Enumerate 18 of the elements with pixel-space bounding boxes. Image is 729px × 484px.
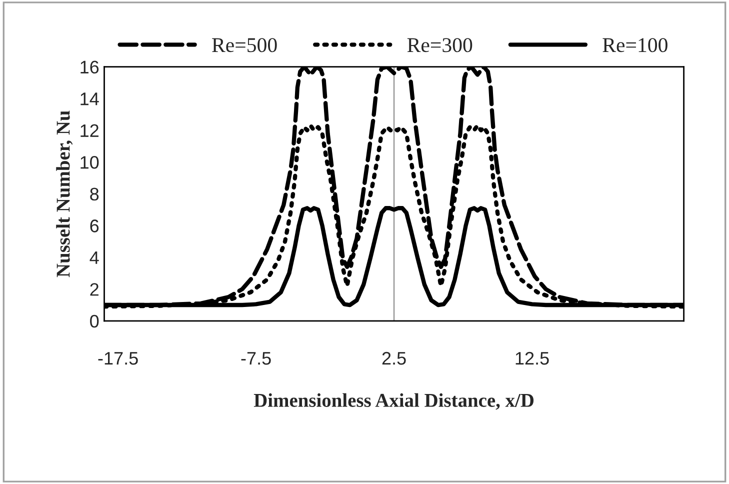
y-tick-label: 2 (90, 283, 98, 296)
legend-label: Re=500 (212, 38, 277, 52)
y-tick-label: 4 (90, 251, 99, 264)
y-tick-label: 8 (90, 188, 99, 201)
y-axis-title: Nusselt Number, Nu (56, 110, 73, 278)
y-tick-label: 6 (90, 220, 99, 232)
legend-label: Re=100 (602, 38, 668, 52)
y-tick-label: 16 (80, 60, 99, 74)
x-tick-label: 12.5 (516, 352, 549, 365)
x-tick-label: 2.5 (382, 352, 406, 365)
x-tick-label: -7.5 (241, 352, 271, 365)
y-tick-label: 10 (80, 156, 99, 169)
legend-label: Re=300 (407, 38, 472, 52)
y-tick-label: 0 (90, 314, 99, 328)
x-tick-label: -17.5 (98, 352, 138, 365)
y-tick-label: 12 (80, 124, 98, 137)
y-tick-label: 14 (80, 92, 99, 106)
x-axis-title: Dimensionless Axial Distance, x/D (254, 393, 534, 410)
